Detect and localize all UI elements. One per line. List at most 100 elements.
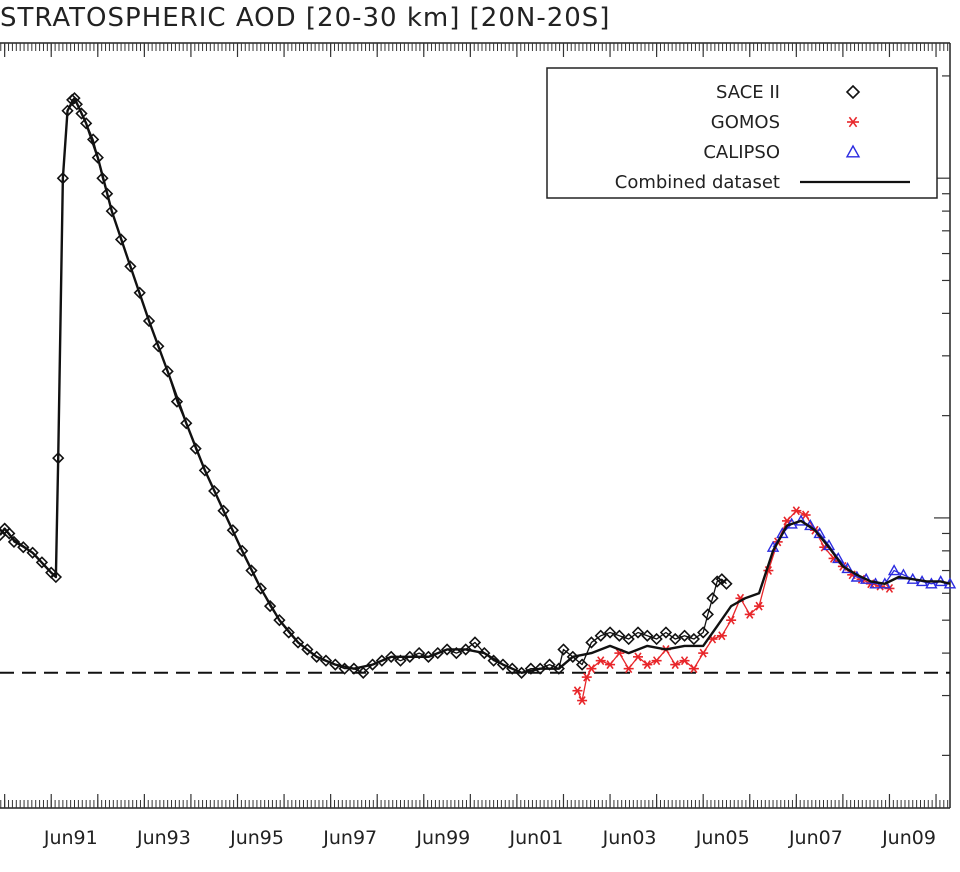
sage-marker bbox=[114, 233, 128, 246]
sage-marker bbox=[91, 151, 104, 164]
sage-marker bbox=[575, 658, 589, 671]
sage-marker bbox=[198, 464, 212, 477]
x-tick-label: Jun97 bbox=[322, 827, 377, 849]
x-tick-label: Jun05 bbox=[695, 827, 750, 849]
sage-marker bbox=[613, 629, 626, 642]
x-tick-label: Jun95 bbox=[229, 827, 284, 849]
sage-marker bbox=[282, 626, 295, 639]
chart-title: STRATOSPHERIC AOD [20-30 km] [20N-20S] bbox=[0, 3, 610, 33]
gomos-marker bbox=[791, 506, 802, 516]
gomos-marker bbox=[716, 631, 727, 641]
sage-marker bbox=[557, 643, 570, 656]
gomos-marker bbox=[698, 648, 709, 658]
gomos-marker bbox=[595, 656, 606, 666]
series-connector bbox=[772, 520, 951, 585]
legend: SACE II GOMOS CALIPSO Combined dataset bbox=[546, 67, 938, 199]
sage-marker bbox=[208, 484, 221, 498]
x-tick-label: Jun91 bbox=[43, 827, 98, 849]
gomos-marker bbox=[679, 656, 690, 666]
sage-marker bbox=[594, 629, 607, 642]
sage-marker bbox=[80, 117, 93, 130]
x-tick-label: Jun01 bbox=[509, 827, 564, 849]
sage-marker bbox=[603, 626, 617, 639]
sage-marker bbox=[440, 643, 454, 656]
sage-marker bbox=[669, 632, 682, 646]
sage-marker bbox=[706, 592, 719, 605]
sage-marker bbox=[226, 524, 239, 537]
sage-marker bbox=[720, 577, 733, 590]
gomos-marker bbox=[572, 686, 583, 696]
sage-marker bbox=[585, 636, 598, 649]
sage-marker bbox=[100, 187, 114, 200]
x-tick-label: Jun09 bbox=[881, 827, 936, 849]
sage-marker bbox=[75, 107, 88, 120]
sage-marker bbox=[245, 564, 258, 577]
sage-marker bbox=[180, 417, 193, 430]
gomos-marker bbox=[651, 656, 662, 666]
sage-marker bbox=[68, 92, 81, 105]
sage-marker bbox=[450, 646, 463, 660]
sage-marker bbox=[403, 650, 416, 663]
sage-marker bbox=[189, 442, 202, 455]
combined-line bbox=[0, 96, 951, 675]
gomos-marker bbox=[605, 660, 616, 670]
x-tick-label: Jun99 bbox=[415, 827, 470, 849]
sage-marker bbox=[678, 629, 691, 642]
x-tick-label: Jun03 bbox=[602, 827, 657, 849]
sage-marker bbox=[524, 662, 538, 675]
sage-marker bbox=[641, 629, 654, 642]
sage-marker bbox=[697, 626, 710, 639]
sage-marker bbox=[394, 654, 407, 667]
series-layer bbox=[0, 92, 957, 706]
sage-marker bbox=[105, 204, 118, 218]
sage-marker bbox=[133, 286, 146, 299]
sage-marker bbox=[701, 608, 714, 621]
sage-marker bbox=[631, 626, 645, 639]
sage-marker bbox=[459, 643, 472, 656]
calipso-marker bbox=[887, 564, 901, 576]
sage-marker bbox=[659, 626, 673, 639]
sage-marker bbox=[70, 98, 83, 111]
calipso-marker bbox=[925, 577, 938, 589]
x-tick-label: Jun07 bbox=[788, 827, 843, 849]
sage-marker bbox=[217, 504, 230, 517]
sage-marker bbox=[142, 314, 156, 328]
legend-label: SACE II bbox=[716, 82, 780, 103]
sage-marker bbox=[124, 260, 137, 273]
sage-marker bbox=[357, 666, 370, 679]
sage-marker bbox=[412, 646, 426, 660]
sage-marker bbox=[96, 172, 109, 185]
sage-marker bbox=[291, 636, 305, 649]
sage-marker bbox=[385, 650, 398, 663]
gomos-marker bbox=[623, 664, 634, 674]
gomos-marker bbox=[800, 510, 811, 520]
calipso-marker bbox=[776, 527, 789, 539]
sage-marker bbox=[845, 84, 861, 100]
x-tick-labels: Jun91 Jun93 Jun95 Jun97 Jun99 Jun01 Jun03 Jun05… bbox=[43, 827, 936, 849]
legend-label: GOMOS bbox=[711, 112, 780, 133]
sage-marker bbox=[711, 575, 724, 588]
legend-label: Combined dataset bbox=[615, 172, 780, 193]
sage-marker bbox=[236, 544, 249, 557]
sage-marker bbox=[170, 395, 184, 408]
sage-marker bbox=[622, 632, 635, 646]
gomos-marker bbox=[726, 615, 737, 625]
gomos-marker bbox=[642, 660, 653, 670]
gomos-marker bbox=[581, 672, 592, 682]
sage-marker bbox=[650, 632, 663, 646]
calipso-marker bbox=[794, 514, 808, 526]
x-tick-label: Jun93 bbox=[136, 827, 191, 849]
legend-label: CALIPSO bbox=[703, 142, 780, 163]
gomos-marker bbox=[754, 601, 765, 611]
series-combined-dataset bbox=[0, 96, 951, 675]
sage-marker bbox=[534, 662, 547, 675]
sage-marker bbox=[487, 654, 500, 667]
sage-marker bbox=[273, 614, 286, 627]
gomos-marker bbox=[586, 664, 597, 674]
plot-frame bbox=[0, 42, 951, 809]
gomos-marker bbox=[670, 660, 681, 670]
sage-marker bbox=[152, 340, 165, 353]
sage-marker bbox=[468, 636, 482, 649]
axis-ticks bbox=[0, 43, 950, 808]
